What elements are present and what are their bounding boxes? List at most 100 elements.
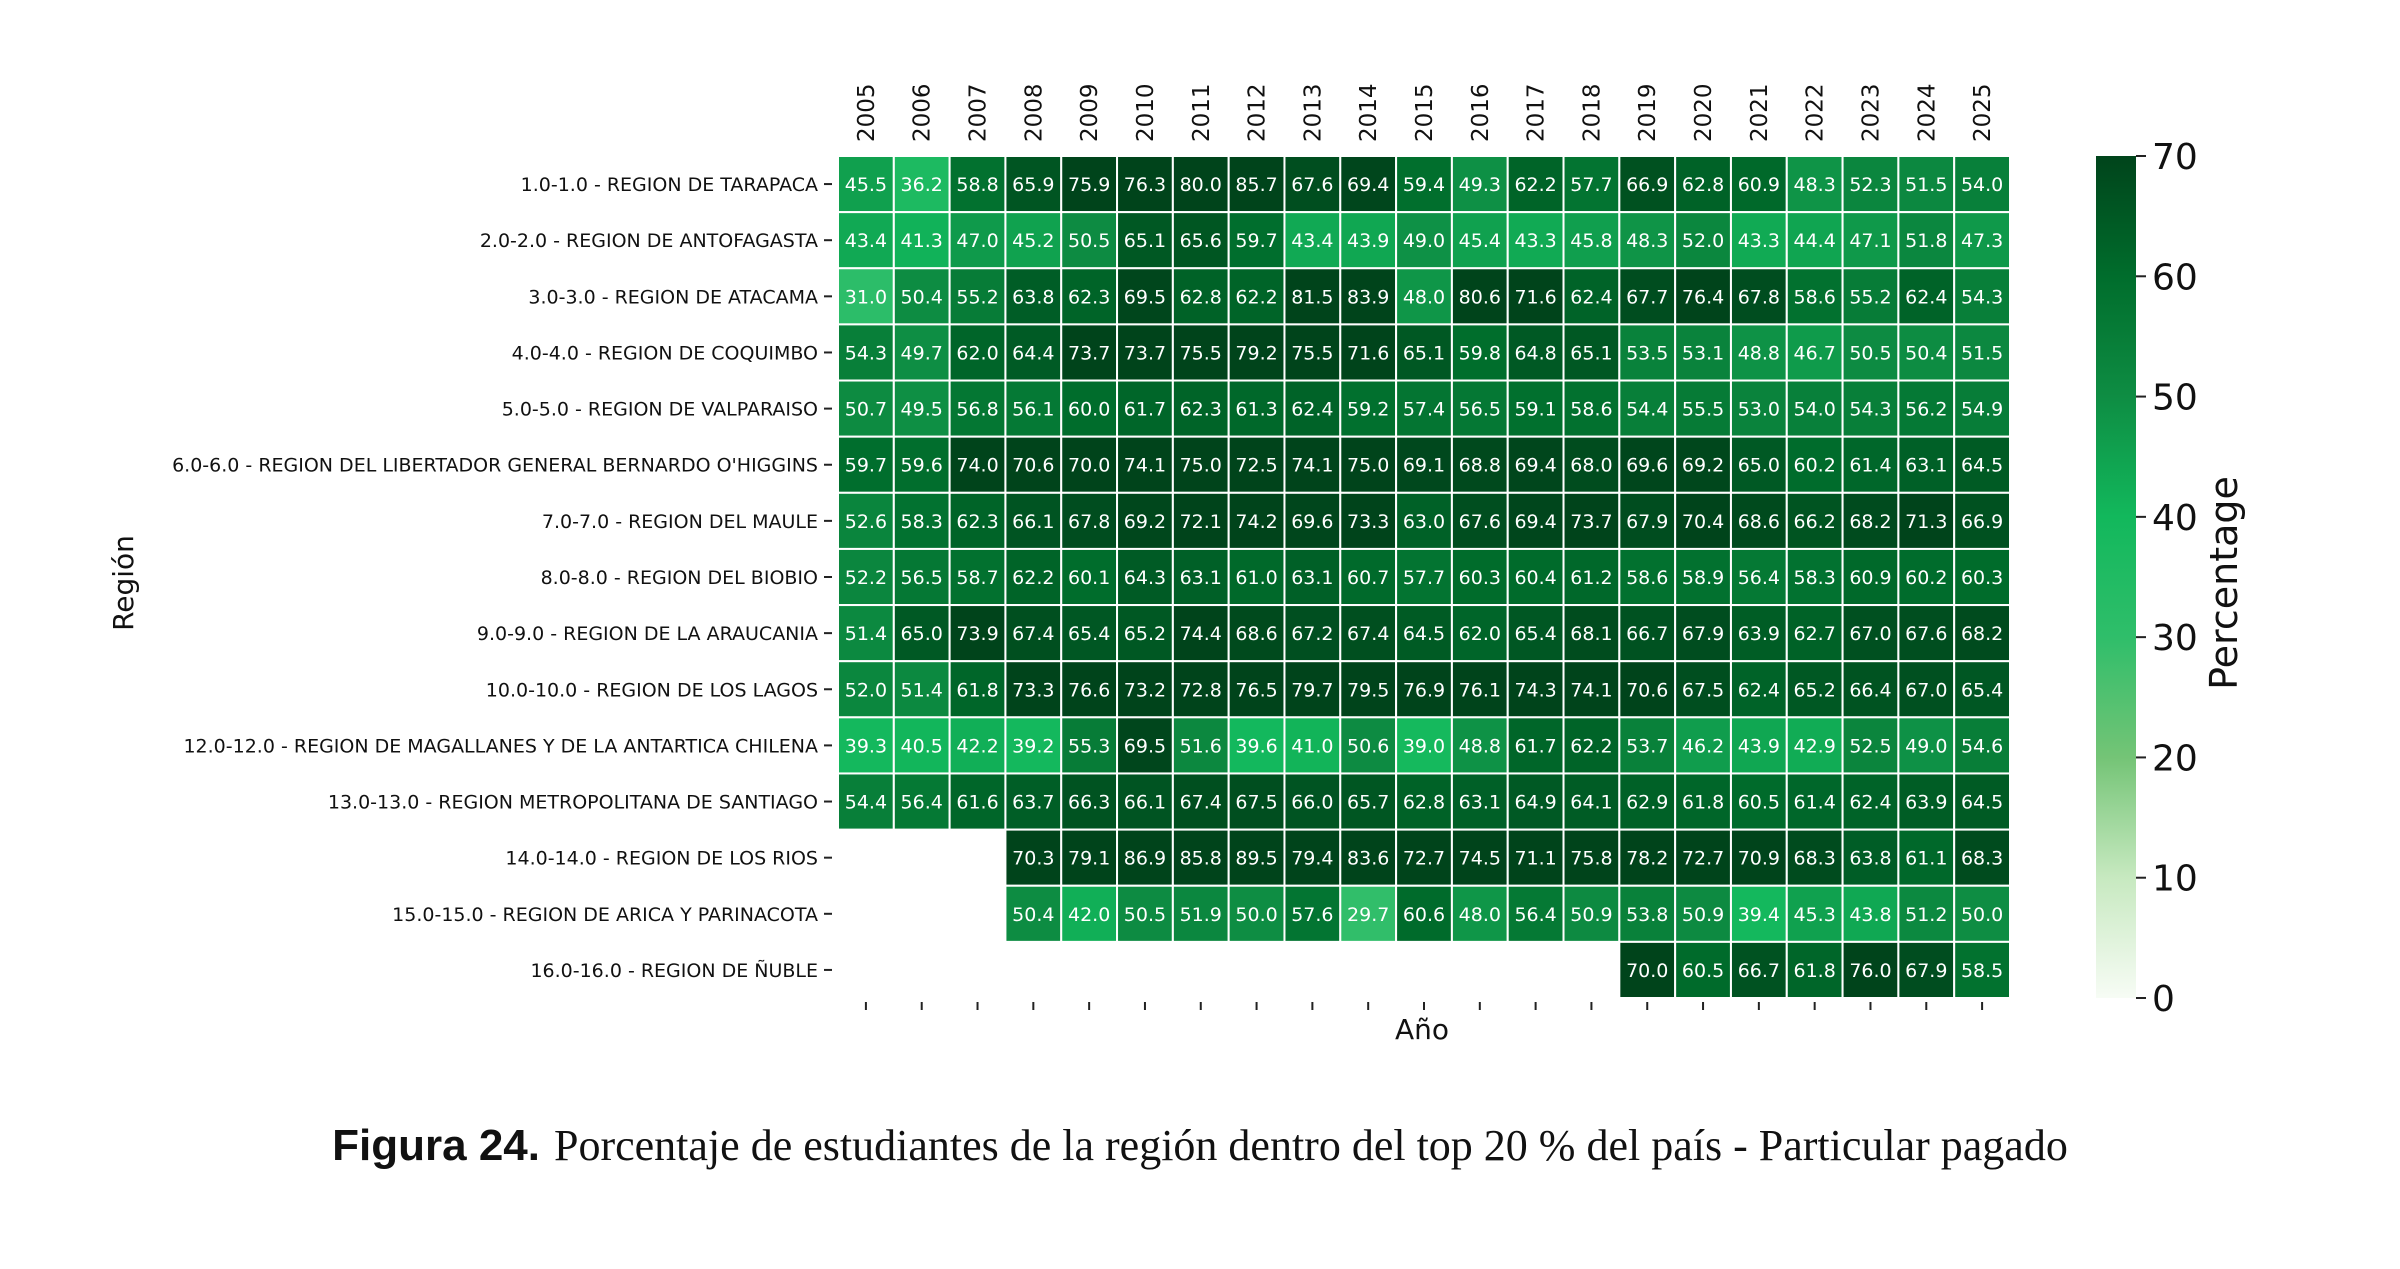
cell-value-label: 58.6 <box>1626 567 1668 589</box>
heatmap-cell <box>837 491 895 550</box>
cell-value-label: 76.4 <box>1682 286 1724 308</box>
cell-value-label: 61.4 <box>1849 455 1891 477</box>
heatmap-cell <box>837 379 895 438</box>
heatmap-cell <box>1060 491 1119 550</box>
cell-value-label: 69.4 <box>1514 511 1556 533</box>
heatmap-cell <box>1562 547 1621 607</box>
cell-value-label: 51.4 <box>845 623 887 645</box>
cell-value-label: 55.3 <box>1068 735 1110 757</box>
heatmap-cell <box>1674 435 1732 494</box>
cell-value-label: 48.8 <box>1459 735 1501 757</box>
cell-value-label: 60.0 <box>1068 399 1110 421</box>
colorbar-tick-label: 10 <box>2152 859 2198 900</box>
cell-value-label: 64.1 <box>1570 792 1612 814</box>
cell-value-label: 62.2 <box>1012 567 1054 589</box>
cell-value-label: 61.6 <box>956 792 998 814</box>
cell-value-label: 60.4 <box>1514 567 1556 589</box>
x-tick-label: 2006 <box>910 83 936 142</box>
cell-value-label: 44.4 <box>1794 230 1836 252</box>
heatmap-cell <box>1450 716 1509 775</box>
colorbar-gradient <box>2096 156 2136 998</box>
heatmap-cell <box>1171 267 1230 326</box>
heatmap-cell <box>1729 940 1788 999</box>
heatmap-cell <box>948 379 1007 438</box>
cell-value-label: 68.6 <box>1235 623 1277 645</box>
cell-value-label: 62.2 <box>1235 286 1277 308</box>
x-tick-label: 2017 <box>1524 83 1550 142</box>
heatmap-cell <box>892 660 951 719</box>
cell-value-label: 54.6 <box>1961 735 2003 757</box>
x-tick-label: 2018 <box>1579 83 1605 142</box>
heatmap-cell <box>1171 379 1230 438</box>
heatmap-cell <box>1562 155 1621 214</box>
cell-value-label: 66.1 <box>1124 792 1166 814</box>
heatmap-cell <box>1674 828 1732 887</box>
cell-value-label: 43.9 <box>1738 735 1780 757</box>
heatmap-cell <box>1674 716 1732 775</box>
heatmap-cell <box>1674 155 1732 214</box>
cell-value-label: 67.6 <box>1459 511 1501 533</box>
cell-value-label: 45.4 <box>1459 230 1501 252</box>
cell-value-label: 64.5 <box>1961 792 2003 814</box>
cell-value-label: 60.3 <box>1459 567 1501 589</box>
cell-value-label: 69.2 <box>1682 455 1724 477</box>
heatmap-cell <box>1395 323 1453 382</box>
x-tick-label: 2009 <box>1077 83 1103 142</box>
cell-value-label: 53.8 <box>1626 904 1668 926</box>
heatmap-cell <box>1004 379 1063 438</box>
y-tick-label: 5.0-5.0 - REGION DE VALPARAISO <box>502 399 818 421</box>
cell-value-label: 76.0 <box>1849 960 1891 982</box>
cell-value-label: 56.4 <box>1514 904 1556 926</box>
heatmap-cell <box>892 716 951 775</box>
caption-text: Porcentaje de estudiantes de la región d… <box>554 1121 2068 1170</box>
cell-value-label: 80.6 <box>1459 286 1501 308</box>
heatmap-cell <box>1953 940 2011 999</box>
cell-value-label: 54.0 <box>1794 399 1836 421</box>
x-tick-label: 2023 <box>1858 83 1884 142</box>
cell-value-label: 69.2 <box>1124 511 1166 533</box>
y-tick-label: 2.0-2.0 - REGION DE ANTOFAGASTA <box>480 230 818 252</box>
cell-value-label: 50.5 <box>1849 342 1891 364</box>
cell-value-label: 65.4 <box>1514 623 1556 645</box>
cell-value-label: 59.4 <box>1403 174 1445 196</box>
cell-value-label: 64.9 <box>1514 792 1556 814</box>
cell-value-label: 55.2 <box>1849 286 1891 308</box>
cell-value-label: 50.4 <box>901 286 943 308</box>
cell-value-label: 63.8 <box>1849 848 1891 870</box>
heatmap-cell <box>1116 660 1174 719</box>
heatmap-cell <box>1060 435 1119 494</box>
cell-value-label: 71.3 <box>1905 511 1947 533</box>
cell-value-label: 57.7 <box>1570 174 1612 196</box>
cell-value-label: 73.7 <box>1124 342 1166 364</box>
cell-value-label: 64.3 <box>1124 567 1166 589</box>
heatmap-cell <box>1395 604 1453 663</box>
heatmap-cell <box>1953 604 2011 663</box>
cell-value-label: 70.6 <box>1626 679 1668 701</box>
heatmap-cell <box>1618 435 1677 494</box>
heatmap-cell <box>1953 435 2011 494</box>
heatmap-cell <box>1506 267 1565 326</box>
heatmap-cell <box>1841 155 1900 214</box>
cell-value-label: 65.1 <box>1403 342 1445 364</box>
cell-value-label: 45.5 <box>845 174 887 196</box>
heatmap-cell <box>837 211 895 270</box>
cell-value-label: 46.2 <box>1682 735 1724 757</box>
cell-value-label: 53.5 <box>1626 342 1668 364</box>
cell-value-label: 62.4 <box>1905 286 1947 308</box>
heatmap-cell <box>1897 772 1956 831</box>
cell-value-label: 62.2 <box>1570 735 1612 757</box>
cell-value-label: 60.9 <box>1849 567 1891 589</box>
cell-value-label: 68.0 <box>1570 455 1612 477</box>
cell-value-label: 41.3 <box>901 230 943 252</box>
cell-value-label: 67.4 <box>1180 792 1222 814</box>
heatmap-cell <box>1897 155 1956 214</box>
heatmap-cell <box>1506 379 1565 438</box>
cell-value-label: 64.4 <box>1012 342 1054 364</box>
cell-value-label: 52.3 <box>1849 174 1891 196</box>
heatmap-cell <box>1506 491 1565 550</box>
cell-value-label: 74.1 <box>1570 679 1612 701</box>
heatmap-cell <box>1562 379 1621 438</box>
heatmap-cell <box>1562 604 1621 663</box>
y-tick-label: 4.0-4.0 - REGION DE COQUIMBO <box>512 342 818 364</box>
cell-value-label: 65.0 <box>1738 455 1780 477</box>
